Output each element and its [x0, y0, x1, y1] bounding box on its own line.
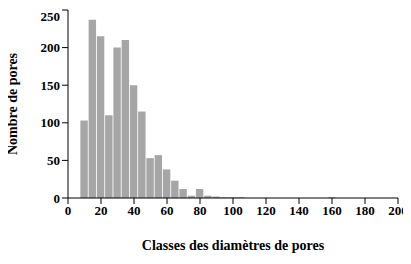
- svg-text:150: 150: [41, 78, 61, 93]
- svg-text:0: 0: [65, 203, 72, 218]
- svg-text:100: 100: [223, 203, 243, 218]
- svg-text:60: 60: [161, 203, 174, 218]
- svg-text:40: 40: [128, 203, 141, 218]
- svg-text:Nombre de pores: Nombre de pores: [8, 52, 20, 155]
- svg-text:80: 80: [194, 203, 207, 218]
- svg-text:20: 20: [95, 203, 108, 218]
- svg-text:200: 200: [41, 40, 61, 55]
- svg-text:140: 140: [289, 203, 309, 218]
- svg-text:200: 200: [388, 203, 403, 218]
- svg-text:50: 50: [47, 153, 60, 168]
- svg-text:250: 250: [41, 9, 61, 24]
- svg-text:180: 180: [355, 203, 375, 218]
- svg-text:Classes des diamètres de pores: Classes des diamètres de pores: [142, 238, 325, 253]
- svg-text:120: 120: [256, 203, 276, 218]
- svg-text:0: 0: [54, 191, 61, 206]
- svg-text:100: 100: [41, 115, 61, 130]
- svg-text:160: 160: [322, 203, 342, 218]
